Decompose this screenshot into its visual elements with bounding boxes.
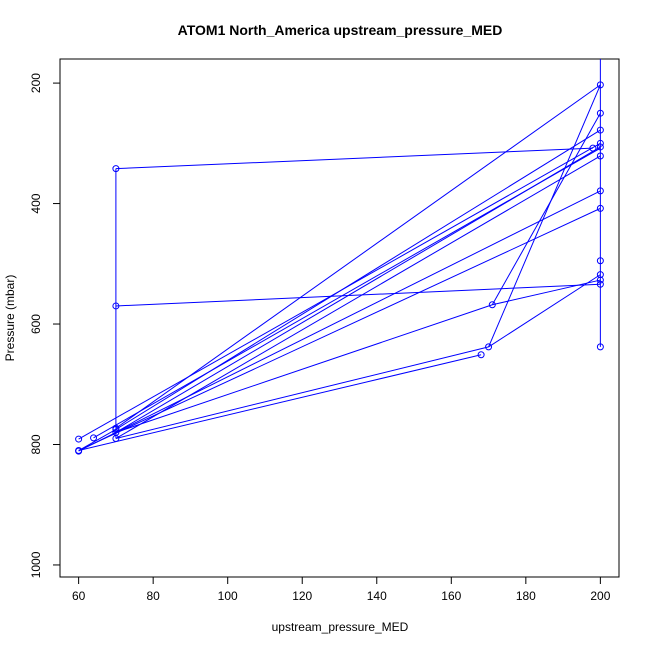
x-axis: 60 80 100 120 140 160 180 200 (72, 576, 611, 603)
series-segment (488, 84, 601, 348)
data-point (596, 187, 604, 195)
series-segment (115, 304, 493, 433)
series-segment (491, 112, 601, 305)
data-point (75, 447, 83, 455)
series-segment (115, 155, 601, 439)
data-point (596, 143, 604, 151)
series-segment (78, 190, 601, 452)
series-segment (115, 84, 601, 429)
plot-frame (59, 58, 620, 578)
x-tick-label: 140 (367, 589, 387, 603)
series-segment (488, 274, 601, 348)
data-point (90, 434, 98, 442)
data-point (596, 276, 604, 284)
series-segment (115, 129, 601, 430)
series-lines (78, 59, 601, 452)
data-point (112, 434, 120, 442)
x-tick-label: 80 (146, 589, 160, 603)
data-point (112, 425, 120, 433)
data-point (596, 152, 604, 160)
data-point (596, 204, 604, 212)
data-point (75, 435, 83, 443)
series-segment (78, 428, 117, 451)
y-axis-label: Pressure (mbar) (3, 275, 17, 362)
series-segment (93, 147, 601, 439)
x-tick-label: 100 (218, 589, 238, 603)
data-point (596, 109, 604, 117)
y-tick-label: 1000 (29, 551, 43, 578)
x-tick-label: 180 (516, 589, 536, 603)
series-segment (115, 147, 593, 170)
data-point (112, 302, 120, 310)
chart-title: ATOM1 North_America upstream_pressure_ME… (178, 22, 503, 38)
data-point (477, 351, 485, 359)
data-point (596, 257, 604, 265)
y-tick-label: 600 (29, 314, 43, 334)
data-point (596, 139, 604, 147)
series-segment (115, 346, 489, 439)
x-tick-label: 200 (590, 589, 610, 603)
data-point (112, 165, 120, 173)
data-point (596, 280, 604, 288)
data-point (596, 271, 604, 279)
series-points (75, 81, 604, 455)
x-tick-label: 60 (72, 589, 86, 603)
series-segment (115, 283, 601, 307)
x-tick-label: 120 (292, 589, 312, 603)
data-point (488, 301, 496, 309)
y-tick-label: 800 (29, 434, 43, 454)
series-segment (78, 142, 601, 440)
data-point (485, 343, 493, 351)
y-tick-label: 200 (29, 73, 43, 93)
y-tick-label: 400 (29, 193, 43, 213)
data-point (596, 126, 604, 134)
data-point (596, 81, 604, 89)
x-axis-label: upstream_pressure_MED (272, 620, 409, 634)
series-segment (78, 354, 482, 451)
data-point (589, 144, 597, 152)
x-tick-label: 160 (441, 589, 461, 603)
y-axis: 200 400 600 800 1000 (29, 73, 61, 578)
series-segment (492, 279, 601, 306)
data-point (596, 343, 604, 351)
series-segment (78, 207, 601, 451)
